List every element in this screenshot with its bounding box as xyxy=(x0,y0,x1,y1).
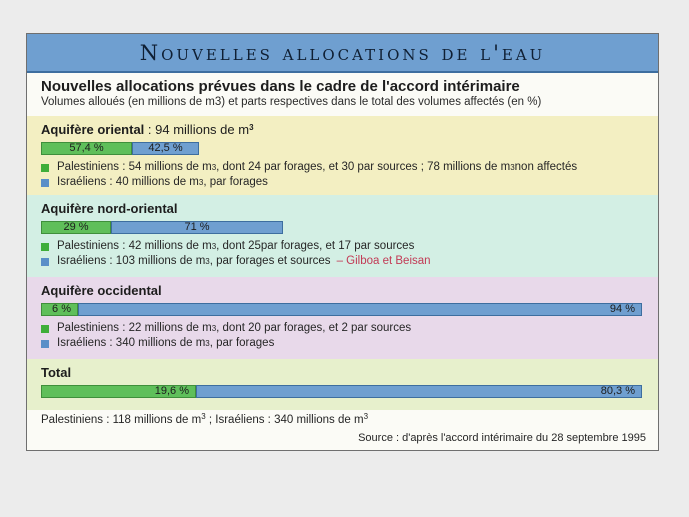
bar-palestiniens: 57,4 % xyxy=(41,142,132,155)
legend-swatch xyxy=(41,339,49,348)
bar-israeliens-label: 71 % xyxy=(184,221,210,233)
bar-palestiniens: 6 % xyxy=(41,303,78,316)
chart-heading: Nouvelles allocations prévues dans le ca… xyxy=(41,78,520,95)
bar-track: 29 % 71 % xyxy=(41,221,283,234)
bar-palestiniens: 29 % xyxy=(41,221,111,234)
section-title: Aquifère occidental xyxy=(41,283,162,298)
chart-title: Nouvelles allocations de l'eau xyxy=(139,40,546,65)
bar-israeliens: 94 % xyxy=(78,303,642,316)
legend-swatch xyxy=(41,257,49,266)
bar-palestiniens-label: 6 % xyxy=(52,303,71,315)
infographic-panel: Nouvelles allocations de l'eau Nouvelles… xyxy=(26,33,659,451)
bar-track: 19,6 % 80,3 % xyxy=(41,385,642,398)
legend-swatch xyxy=(41,242,49,251)
title-banner: Nouvelles allocations de l'eau xyxy=(27,34,658,73)
section-1: Aquifère oriental : 94 millions de m3 57,… xyxy=(27,116,658,195)
section-4: Total 19,6 % 80,3 % xyxy=(27,359,658,410)
bar-palestiniens-label: 29 % xyxy=(63,221,89,233)
bar-israeliens-label: 94 % xyxy=(609,303,635,315)
legend-swatch xyxy=(41,324,49,333)
bar-israeliens-label: 42,5 % xyxy=(148,142,183,154)
bar-palestiniens: 19,6 % xyxy=(41,385,196,398)
section-2: Aquifère nord-oriental 29 % 71 % Palestinie… xyxy=(27,195,658,277)
bar-track: 6 % 94 % xyxy=(41,303,642,316)
legend-swatch xyxy=(41,163,49,172)
bar-palestiniens-label: 57,4 % xyxy=(69,142,104,154)
bar-israeliens: 80,3 % xyxy=(196,385,642,398)
bar-israeliens: 42,5 % xyxy=(132,142,199,155)
section-title: Total xyxy=(41,365,72,380)
section-title: Aquifère oriental : 94 millions de m3 xyxy=(41,122,254,137)
legend-swatch xyxy=(41,178,49,187)
chart-subheading: Volumes alloués (en millions de m3) et p… xyxy=(41,96,542,108)
bar-israeliens-label: 80,3 % xyxy=(600,385,635,397)
bar-palestiniens-label: 19,6 % xyxy=(154,385,189,397)
bar-israeliens: 71 % xyxy=(111,221,283,234)
bar-track: 57,4 % 42,5 % xyxy=(41,142,199,155)
source-note: Source : d'après l'accord intérimaire du… xyxy=(358,432,646,444)
section-3: Aquifère occidental 6 % 94 % Palestiniens :… xyxy=(27,277,658,359)
section-title: Aquifère nord-oriental xyxy=(41,201,178,216)
total-summary: Palestiniens : 118 millions de m3 ; Isra… xyxy=(41,412,369,427)
